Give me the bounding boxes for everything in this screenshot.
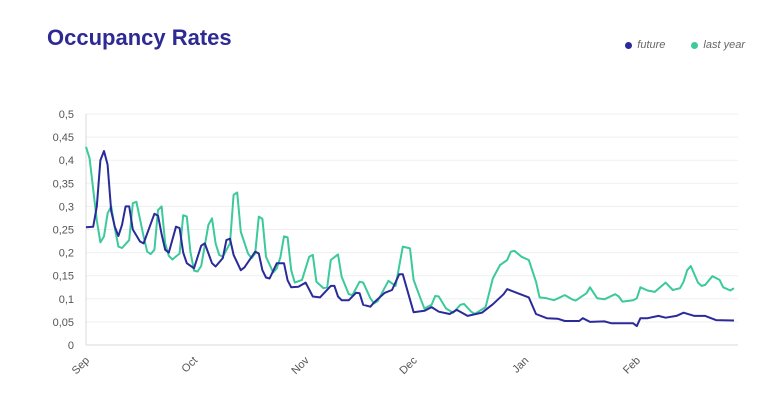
x-tick-label: Jan: [510, 355, 531, 376]
legend-label-future: future: [637, 39, 666, 51]
y-tick-label: 0,4: [59, 155, 74, 167]
y-tick-label: 0,15: [53, 271, 74, 283]
y-tick-label: 0,35: [53, 178, 74, 190]
series-line-future: [85, 150, 735, 328]
y-tick-label: 0,2: [59, 248, 74, 260]
series-line-last-year: [85, 146, 735, 315]
x-tick-label: Feb: [621, 355, 643, 377]
legend-marker-future: [625, 41, 633, 49]
y-tick-label: 0,1: [59, 294, 74, 306]
x-tick-label: Sep: [70, 355, 92, 377]
legend-item-last-year[interactable]: last year: [691, 39, 745, 51]
y-tick-label: 0,45: [53, 132, 74, 144]
y-tick-label: 0,5: [59, 109, 74, 121]
y-tick-label: 0,25: [53, 225, 74, 237]
legend-label-last-year: last year: [703, 39, 745, 51]
chart-title: Occupancy Rates: [47, 25, 232, 50]
y-tick-label: 0,3: [59, 201, 74, 213]
legend: future last year: [625, 39, 745, 51]
x-tick-label: Nov: [289, 354, 312, 377]
legend-item-future[interactable]: future: [625, 39, 665, 51]
x-tick-label: Dec: [397, 354, 420, 377]
y-tick-label: 0,05: [53, 317, 74, 329]
x-tick-label: Oct: [180, 355, 201, 376]
legend-marker-last-year: [691, 41, 699, 49]
y-tick-label: 0: [68, 340, 74, 352]
